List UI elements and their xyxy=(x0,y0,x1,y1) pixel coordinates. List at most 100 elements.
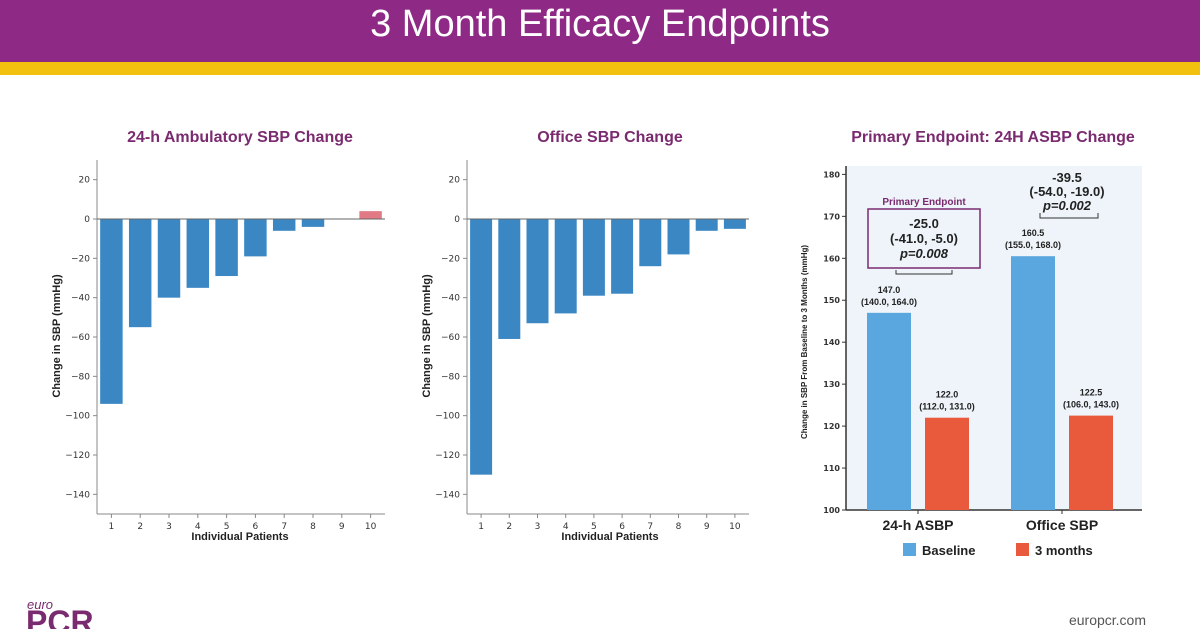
y-tick-label: 0 xyxy=(454,215,460,225)
legend-label: Baseline xyxy=(922,543,975,558)
bar-range-label: (112.0, 131.0) xyxy=(919,402,975,412)
ambulatory-sbp-change-chart: 24-h Ambulatory SBP Change 20 0 −20 −40 −60 −… xyxy=(51,129,385,543)
y-tick-label: −100 xyxy=(65,412,90,422)
x-tick-label: 1 xyxy=(478,522,484,532)
category-label: 24-h ASBP xyxy=(882,517,953,533)
x-tick-label: 5 xyxy=(224,522,230,532)
y-tick-label: 100 xyxy=(823,506,840,515)
x-tick-label: 5 xyxy=(591,522,597,532)
x-tick-label: 6 xyxy=(253,522,259,532)
header-accent-stripe xyxy=(0,62,1200,75)
y-tick-label: −140 xyxy=(65,490,90,500)
x-tick-label: 3 xyxy=(535,522,541,532)
legend-swatch-3-months xyxy=(1016,543,1029,556)
bar-patient-6 xyxy=(611,219,634,294)
y-tick-label: 20 xyxy=(79,176,91,186)
chart-marks: 20 0 −20 −40 −60 −80 −100 −120 −140 1 2 3 4 5 6 7 8 9 10 xyxy=(65,160,385,532)
bar-patient-7 xyxy=(272,219,296,231)
x-tick-label: 4 xyxy=(195,522,201,532)
annotation-diff: -39.5 xyxy=(1052,170,1082,185)
bar-patient-3 xyxy=(526,219,549,324)
x-tick-label: 4 xyxy=(563,522,569,532)
bar-baseline-0 xyxy=(867,312,911,510)
x-tick-label: 2 xyxy=(137,522,143,532)
x-tick-label: 7 xyxy=(281,522,287,532)
bar-patient-9 xyxy=(695,219,718,231)
bar-baseline-1 xyxy=(1011,256,1055,510)
y-tick-label: 140 xyxy=(823,338,840,347)
y-tick-label: −140 xyxy=(435,490,460,500)
y-tick-label: −80 xyxy=(71,372,90,382)
annotation-ci: (-54.0, -19.0) xyxy=(1029,184,1104,199)
bar-range-label: (140.0, 164.0) xyxy=(861,297,917,307)
y-tick-label: −60 xyxy=(441,333,460,343)
y-tick-label: 160 xyxy=(823,254,840,263)
chart-title: Primary Endpoint: 24H ASBP Change xyxy=(851,129,1135,146)
y-tick-label: −20 xyxy=(71,254,90,264)
primary-endpoint-box xyxy=(867,208,981,269)
annotation-ci: (-41.0, -5.0) xyxy=(890,231,958,246)
legend-swatch-baseline xyxy=(903,543,916,556)
office-sbp-change-chart: Office SBP Change 20 0 −20 −40 −60 −80 −100 −12… xyxy=(421,129,749,543)
y-tick-label: −80 xyxy=(441,372,460,382)
annotation-p-value: p=0.008 xyxy=(899,246,949,261)
bar-3-months-1 xyxy=(1069,415,1113,510)
y-tick-label: 110 xyxy=(823,464,840,473)
bar-patient-5 xyxy=(582,219,605,296)
x-tick-label: 9 xyxy=(704,522,710,532)
y-tick-label: 150 xyxy=(823,296,840,305)
y-tick-label: 180 xyxy=(823,170,840,179)
x-tick-label: 10 xyxy=(729,522,741,532)
y-axis-label: Change in SBP (mmHg) xyxy=(51,274,63,398)
annotation-p-value: p=0.002 xyxy=(1042,198,1092,213)
bar-patient-5 xyxy=(215,219,238,277)
x-tick-label: 1 xyxy=(109,522,115,532)
x-tick-label: 2 xyxy=(506,522,512,532)
x-tick-label: 10 xyxy=(365,522,377,532)
bar-patient-2 xyxy=(498,219,521,339)
primary-endpoint-chart: Primary Endpoint: 24H ASBP Change 100 110… xyxy=(800,129,1142,558)
chart-marks: 20 0 −20 −40 −60 −80 −100 −120 −140 1 2 3 4 5 6 7 8 9 10 xyxy=(435,160,749,532)
y-axis-label: Change in SBP From Baseline to 3 Months … xyxy=(800,245,809,439)
bar-value-label: 122.0 xyxy=(936,390,959,400)
bar-patient-10 xyxy=(723,219,746,229)
bar-range-label: (106.0, 143.0) xyxy=(1063,400,1119,410)
bar-patient-6 xyxy=(244,219,267,257)
y-tick-label: −40 xyxy=(71,294,90,304)
category-label: Office SBP xyxy=(1026,517,1098,533)
y-tick-label: −40 xyxy=(441,294,460,304)
header-bar xyxy=(0,0,1200,62)
chart-marks: 100 110 120 130 140 150 160 170 180 147.0 (140.0, … xyxy=(823,166,1142,558)
annotation-box-title: Primary Endpoint xyxy=(882,197,966,208)
y-tick-label: 20 xyxy=(449,176,461,186)
chart-title: 24-h Ambulatory SBP Change xyxy=(127,129,353,146)
legend-label: 3 months xyxy=(1035,543,1093,558)
bar-patient-8 xyxy=(667,219,690,255)
y-tick-label: 170 xyxy=(823,212,840,221)
comparison-bracket xyxy=(1039,213,1099,219)
chart-title: Office SBP Change xyxy=(537,129,683,146)
x-tick-label: 8 xyxy=(676,522,682,532)
y-tick-label: −120 xyxy=(435,451,460,461)
x-axis-label: Individual Patients xyxy=(191,531,288,543)
bar-patient-8 xyxy=(301,219,325,227)
y-tick-label: 130 xyxy=(823,380,840,389)
bar-patient-1 xyxy=(100,219,123,404)
bar-patient-7 xyxy=(639,219,662,267)
brand-prefix: euro xyxy=(27,597,54,612)
bar-patient-4 xyxy=(186,219,210,288)
bar-patient-3 xyxy=(157,219,181,298)
y-axis-label: Change in SBP (mmHg) xyxy=(421,274,433,398)
footer-url: europcr.com xyxy=(1068,612,1146,628)
bar-patient-1 xyxy=(470,219,493,475)
x-tick-label: 6 xyxy=(619,522,625,532)
y-tick-label: 120 xyxy=(823,422,840,431)
x-tick-label: 9 xyxy=(339,522,345,532)
x-tick-label: 7 xyxy=(647,522,653,532)
x-tick-label: 3 xyxy=(166,522,172,532)
y-tick-label: −100 xyxy=(435,412,460,422)
bar-patient-10 xyxy=(359,211,382,219)
y-tick-label: −20 xyxy=(441,254,460,264)
bar-value-label: 122.5 xyxy=(1080,388,1103,398)
bar-value-label: 160.5 xyxy=(1022,228,1045,238)
